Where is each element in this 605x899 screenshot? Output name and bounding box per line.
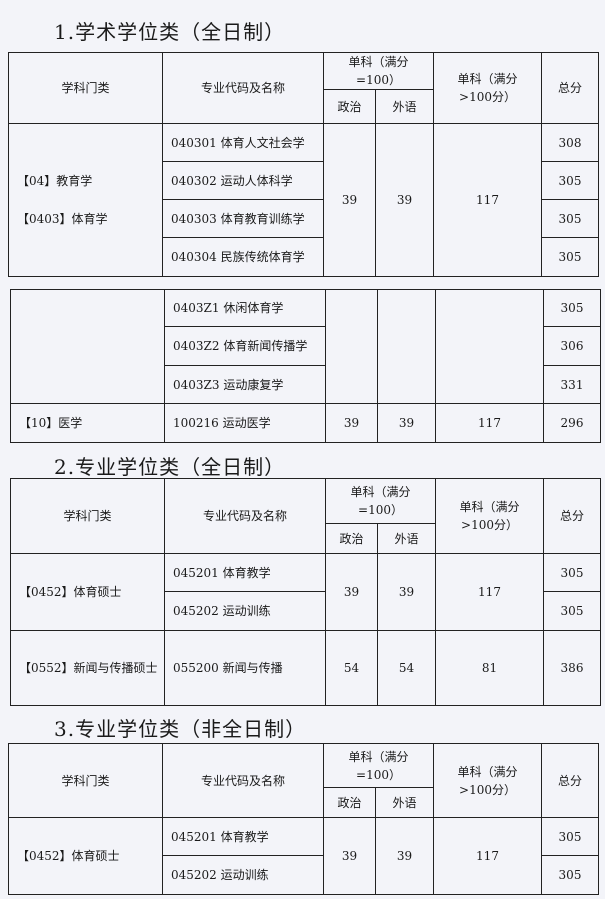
language-score: 39 [377, 553, 436, 631]
header-category: 学科门类 [8, 52, 163, 124]
total-score: 305 [543, 591, 601, 631]
category-cell: 【04】教育学【0403】体育学 [8, 123, 163, 277]
section-3-title: 3.专业学位类（非全日制） [54, 717, 307, 741]
major-cell: 040303 体育教育训练学 [162, 199, 324, 238]
total-score: 305 [541, 237, 599, 277]
total-score: 305 [541, 161, 599, 200]
single-score: 117 [435, 403, 544, 443]
language-score: 39 [375, 123, 434, 277]
header-category: 学科门类 [10, 478, 165, 554]
category-cell: 【10】医学 [10, 403, 165, 443]
politics-score: 39 [325, 553, 378, 631]
header-language: 外语 [375, 89, 434, 124]
major-cell: 100216 运动医学 [164, 403, 326, 443]
category-cell: 【0452】体育硕士 [10, 553, 165, 631]
major-cell: 040304 民族传统体育学 [162, 237, 324, 277]
header-language: 外语 [377, 523, 436, 554]
single-score-empty [435, 289, 544, 404]
total-score: 305 [543, 289, 601, 327]
total-score: 305 [541, 199, 599, 238]
header-total: 总分 [543, 478, 601, 554]
header-politics: 政治 [325, 523, 378, 554]
header-major: 专业代码及名称 [164, 478, 326, 554]
header-single100: 单科（满分=100） [325, 478, 436, 524]
major-cell: 045201 体育教学 [162, 817, 324, 856]
politics-score-empty [325, 289, 378, 404]
total-score: 308 [541, 123, 599, 162]
major-cell: 0403Z1 休闲体育学 [164, 289, 326, 327]
header-major: 专业代码及名称 [162, 743, 324, 818]
major-cell: 045202 运动训练 [164, 591, 326, 631]
total-score: 305 [543, 553, 601, 592]
category-cell: 【0452】体育硕士 [8, 817, 163, 895]
language-score: 39 [377, 403, 436, 443]
category-label: 【04】教育学 [17, 174, 93, 188]
politics-score: 39 [323, 817, 376, 895]
single-score: 81 [435, 630, 544, 706]
politics-score: 39 [323, 123, 376, 277]
language-score-empty [377, 289, 436, 404]
section-1-title: 1.学术学位类（全日制） [54, 20, 286, 44]
single-score: 117 [433, 123, 542, 277]
language-score: 39 [375, 817, 434, 895]
total-score: 305 [541, 855, 599, 895]
major-cell: 045201 体育教学 [164, 553, 326, 592]
major-cell: 045202 运动训练 [162, 855, 324, 895]
table-academic-part2: 0403Z1 休闲体育学 305 0403Z2 体育新闻传播学 306 0403Z… [10, 289, 601, 443]
header-total: 总分 [541, 743, 599, 818]
header-politics: 政治 [323, 787, 376, 818]
table-professional-fulltime: 学科门类 专业代码及名称 单科（满分=100） 单科（满分>100分） 总分 政… [10, 478, 601, 706]
total-score: 305 [541, 817, 599, 856]
header-category: 学科门类 [8, 743, 163, 818]
total-score: 296 [543, 403, 601, 443]
major-cell: 040301 体育人文社会学 [162, 123, 324, 162]
major-cell: 0403Z3 运动康复学 [164, 365, 326, 404]
language-score: 54 [377, 630, 436, 706]
category-label: 【0403】体育学 [17, 212, 108, 226]
table-professional-parttime: 学科门类 专业代码及名称 单科（满分=100） 单科（满分>100分） 总分 政… [8, 743, 599, 895]
single-score: 117 [433, 817, 542, 895]
header-politics: 政治 [323, 89, 376, 124]
header-single100: 单科（满分=100） [323, 743, 434, 788]
section-2-title: 2.专业学位类（全日制） [54, 455, 286, 479]
header-single-over100: 单科（满分>100分） [433, 743, 542, 818]
politics-score: 39 [325, 403, 378, 443]
header-single-over100: 单科（满分>100分） [435, 478, 544, 554]
header-language: 外语 [375, 787, 434, 818]
major-cell: 055200 新闻与传播 [164, 630, 326, 706]
major-cell: 040302 运动人体科学 [162, 161, 324, 200]
header-total: 总分 [541, 52, 599, 124]
major-cell: 0403Z2 体育新闻传播学 [164, 326, 326, 366]
total-score: 331 [543, 365, 601, 404]
total-score: 306 [543, 326, 601, 366]
politics-score: 54 [325, 630, 378, 706]
header-major: 专业代码及名称 [162, 52, 324, 124]
header-single100: 单科（满分=100） [323, 52, 434, 90]
single-score: 117 [435, 553, 544, 631]
total-score: 386 [543, 630, 601, 706]
header-single-over100: 单科（满分>100分） [433, 52, 542, 124]
category-cell-empty [10, 289, 165, 404]
table-academic-part1: 学科门类 专业代码及名称 单科（满分=100） 单科（满分>100分） 总分 政… [8, 52, 599, 277]
category-cell: 【0552】新闻与传播硕士 [10, 630, 165, 706]
